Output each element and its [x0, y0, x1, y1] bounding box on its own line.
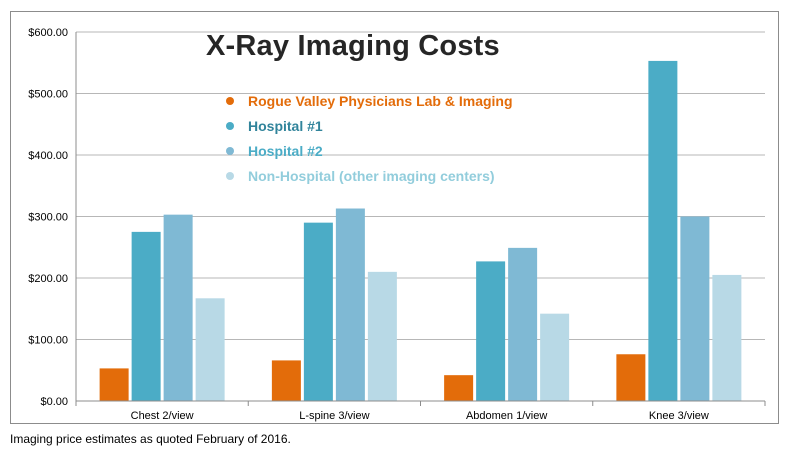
- y-tick-label: $500.00: [28, 89, 68, 101]
- y-tick-label: $400.00: [28, 150, 68, 162]
- legend-label-hospital-1: Hospital #1: [248, 117, 323, 134]
- y-tick-label: $0.00: [40, 396, 68, 408]
- legend-marker-rvp: [226, 96, 234, 105]
- bar: [712, 274, 742, 401]
- bar: [195, 298, 225, 401]
- bar: [99, 368, 129, 401]
- chart-title: X-Ray Imaging Costs: [206, 30, 500, 62]
- x-tick-label: Chest 2/view: [131, 410, 194, 422]
- bar: [367, 271, 397, 401]
- x-tick-label: L-spine 3/view: [299, 410, 369, 422]
- bar: [163, 214, 193, 401]
- bar: [335, 208, 365, 401]
- legend-marker-hospital-1: [226, 121, 234, 130]
- legend-marker-hospital-2: [226, 146, 234, 155]
- legend: Rogue Valley Physicians Lab & Imaging Ho…: [226, 88, 513, 188]
- bar: [680, 216, 710, 401]
- bar: [616, 354, 646, 401]
- y-tick-label: $300.00: [28, 212, 68, 224]
- y-tick-label: $200.00: [28, 273, 68, 285]
- bar: [303, 222, 333, 401]
- bar: [540, 313, 570, 401]
- legend-item-hospital-2: Hospital #2: [226, 138, 513, 163]
- legend-label-hospital-2: Hospital #2: [248, 142, 323, 159]
- x-tick-label: Knee 3/view: [649, 410, 709, 422]
- legend-label-non-hospital: Non-Hospital (other imaging centers): [248, 167, 495, 184]
- bar: [131, 231, 161, 401]
- bar: [271, 360, 301, 401]
- y-tick-label: $100.00: [28, 335, 68, 347]
- legend-marker-non-hospital: [226, 171, 234, 180]
- x-tick-label: Abdomen 1/view: [466, 410, 547, 422]
- bar: [648, 60, 678, 401]
- footnote: Imaging price estimates as quoted Februa…: [10, 432, 291, 446]
- y-tick-label: $600.00: [28, 27, 68, 39]
- legend-item-non-hospital: Non-Hospital (other imaging centers): [226, 163, 513, 188]
- bar: [476, 261, 506, 401]
- legend-label-rvp: Rogue Valley Physicians Lab & Imaging: [248, 92, 513, 109]
- legend-item-hospital-1: Hospital #1: [226, 113, 513, 138]
- legend-item-rvp: Rogue Valley Physicians Lab & Imaging: [226, 88, 513, 113]
- bar: [444, 375, 474, 401]
- bar: [508, 247, 538, 401]
